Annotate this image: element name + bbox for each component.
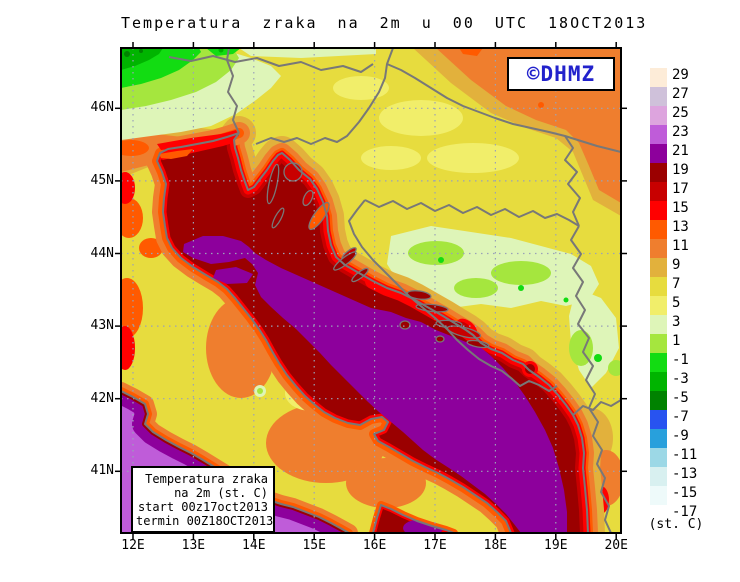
y-axis-tick-label: 42N (90, 390, 114, 406)
colorbar-swatch (650, 144, 667, 163)
colorbar-swatch (650, 220, 667, 239)
colorbar-tick-label: 21 (672, 143, 689, 159)
info-line: Temperatura zraka (145, 472, 268, 486)
colorbar-tick-label: 3 (672, 314, 681, 330)
colorbar-swatch (650, 201, 667, 220)
y-axis-tick-label: 41N (90, 463, 114, 479)
x-axis-tick-label: 15E (302, 538, 326, 553)
colorbar-tick-label: -5 (672, 390, 689, 406)
x-axis-tick-label: 16E (362, 538, 387, 553)
info-line: start 00z17oct2013 (137, 500, 268, 514)
colorbar-swatch (650, 429, 667, 448)
colorbar-swatch (650, 410, 667, 429)
colorbar-swatch (650, 353, 667, 372)
colorbar-tick-label: 17 (672, 181, 689, 197)
country-borders (168, 48, 621, 533)
colorbar-swatch (650, 467, 667, 486)
map-info-box: Temperatura zraka na 2m (st. C) start 00… (131, 466, 275, 533)
colorbar-tick-label: -3 (672, 371, 689, 387)
axis-ticks (115, 42, 627, 540)
island (302, 189, 314, 207)
x-axis-tick-label: 12E (121, 538, 145, 553)
dhmz-watermark-box: ©DHMZ (507, 57, 615, 91)
island (283, 162, 303, 182)
island (435, 335, 445, 343)
colorbar-tick-label: 19 (672, 162, 689, 178)
info-line: na 2m (st. C) (174, 486, 268, 500)
colorbar-tick-label: -11 (672, 447, 698, 463)
colorbar-swatch (650, 334, 667, 353)
colorbar-swatch (650, 296, 667, 315)
colorbar-tick-label: -13 (672, 466, 698, 482)
colorbar-tick-label: 27 (672, 86, 689, 102)
x-axis-tick-label: 18E (483, 538, 508, 553)
y-axis-tick-label: 45N (90, 172, 114, 188)
colorbar-tick-label: -15 (672, 485, 698, 501)
colorbar-tick-label: 9 (672, 257, 681, 273)
colorbar-swatch (650, 391, 667, 410)
x-axis-tick-label: 14E (242, 538, 266, 553)
x-axis-tick-label: 13E (181, 538, 206, 553)
colorbar-tick-label: 11 (672, 238, 689, 254)
colorbar-swatch (650, 448, 667, 467)
island (399, 320, 411, 330)
colorbar-tick-label: 1 (672, 333, 681, 349)
y-axis-tick-label: 46N (90, 100, 114, 116)
colorbar-tick-label: 29 (672, 67, 689, 83)
colorbar-swatch (650, 163, 667, 182)
colorbar-swatch (650, 315, 667, 334)
copyright-label: ©DHMZ (526, 62, 596, 86)
map-field (121, 48, 621, 533)
colorbar-swatch (650, 258, 667, 277)
colorbar-swatch (650, 486, 667, 505)
colorbar-swatch (650, 106, 667, 125)
colorbar-tick-label: 13 (672, 219, 689, 235)
page-title: Temperatura zraka na 2m u 00 UTC 18OCT20… (121, 14, 648, 32)
island (266, 163, 280, 205)
island (271, 207, 285, 229)
y-axis-tick-label: 43N (90, 318, 114, 334)
colorbar-swatch (650, 239, 667, 258)
colorbar-unit-label: (st. C) (648, 517, 704, 532)
info-line: termin 00Z18OCT2013 (136, 514, 274, 528)
map-frame (120, 47, 622, 534)
y-axis-tick-label: 44N (90, 245, 114, 261)
x-axis-tick-label: 19E (544, 538, 568, 553)
x-axis-tick-label: 20E (604, 538, 628, 553)
colorbar-tick-label: -9 (672, 428, 689, 444)
colorbar-swatch (650, 125, 667, 144)
colorbar-tick-label: 5 (672, 295, 681, 311)
colorbar-swatch (650, 277, 667, 296)
colorbar-tick-label: -17 (672, 504, 698, 520)
colorbar-tick-label: 15 (672, 200, 689, 216)
colorbar-tick-label: 7 (672, 276, 681, 292)
x-axis-tick-label: 17E (423, 538, 447, 553)
colorbar-swatch (650, 68, 667, 87)
colorbar-tick-label: -7 (672, 409, 689, 425)
colorbar-swatch (650, 87, 667, 106)
colorbar-tick-label: -1 (672, 352, 689, 368)
colorbar-tick-label: 25 (672, 105, 689, 121)
colorbar-swatch (650, 372, 667, 391)
colorbar-tick-label: 23 (672, 124, 689, 140)
colorbar-swatch (650, 182, 667, 201)
island (333, 251, 357, 271)
